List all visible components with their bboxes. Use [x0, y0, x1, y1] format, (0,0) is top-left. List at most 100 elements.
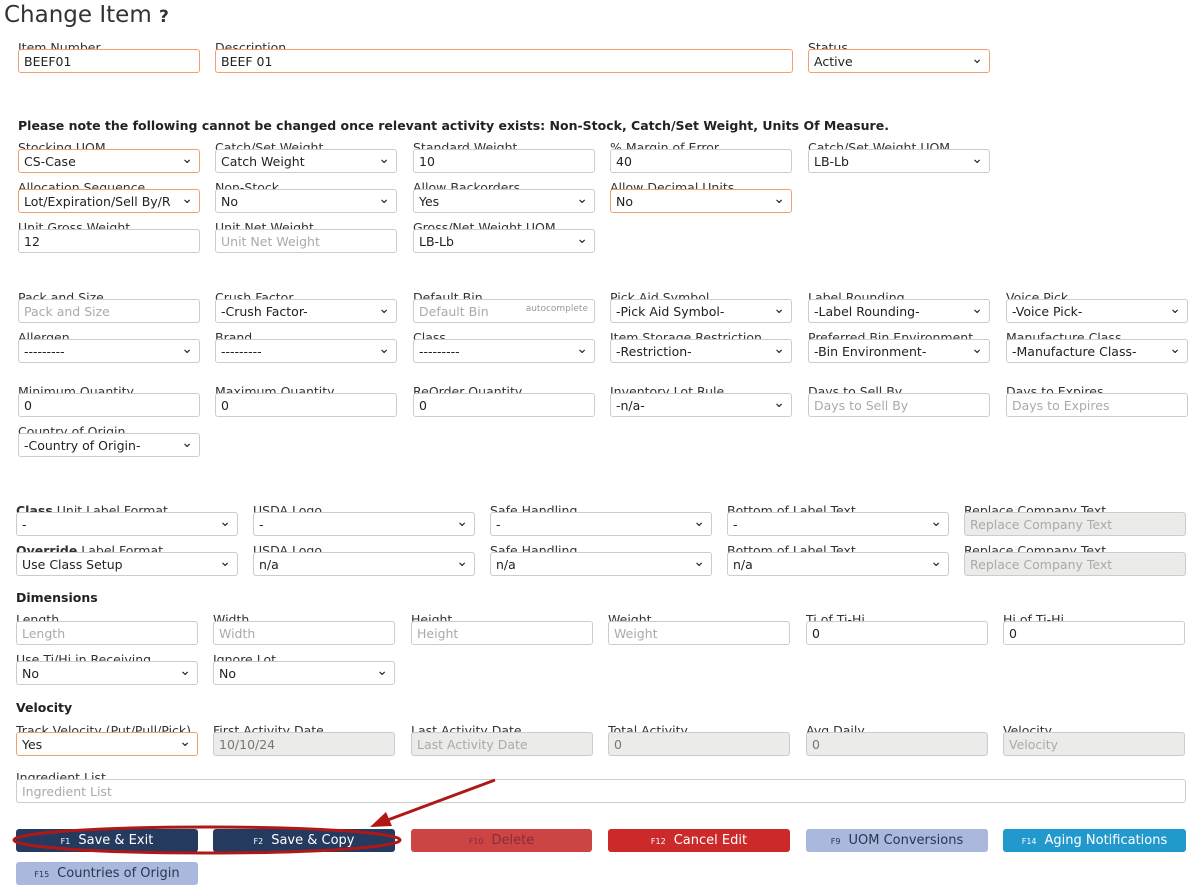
chevron-down-icon: ⌄	[456, 514, 468, 530]
chevron-down-icon: ⌄	[219, 554, 231, 570]
length-input[interactable]: Length	[16, 621, 198, 645]
voice-pick-select[interactable]: -Voice Pick- ⌄	[1006, 299, 1188, 323]
override-label-format-select[interactable]: Use Class Setup ⌄	[16, 552, 238, 576]
gross-net-weight-uom-select[interactable]: LB-Lb ⌄	[413, 229, 595, 253]
chevron-down-icon: ⌄	[773, 341, 785, 357]
class-unit-label-format-select[interactable]: - ⌄	[16, 512, 238, 536]
use-ti-hi-in-receiving-select[interactable]: No ⌄	[16, 661, 198, 685]
days-to-expires-input[interactable]: Days to Expires	[1006, 393, 1188, 417]
avg-daily-input: 0	[806, 732, 988, 756]
function-key-label: F9	[830, 837, 841, 846]
allergen-select[interactable]: --------- ⌄	[18, 339, 200, 363]
button-label: Save & Exit	[78, 833, 154, 848]
uom-conversions-button[interactable]: F9 UOM Conversions	[806, 829, 988, 852]
gross-net-weight-uom-value: LB-Lb	[419, 234, 454, 249]
days-to-sell-by-input[interactable]: Days to Sell By	[808, 393, 990, 417]
standard-weight-input[interactable]: 10	[413, 149, 595, 173]
label-rounding-value: -Label Rounding-	[814, 304, 920, 319]
catch-set-weight-value: Catch Weight	[221, 154, 305, 169]
minimum-quantity-input[interactable]: 0	[18, 393, 200, 417]
item-storage-restriction-select[interactable]: -Restriction- ⌄	[610, 339, 792, 363]
chevron-down-icon: ⌄	[773, 301, 785, 317]
ingredient-list-input[interactable]: Ingredient List	[16, 779, 1186, 803]
allow-decimal-units-select[interactable]: No ⌄	[610, 189, 792, 213]
country-of-origin-select[interactable]: -Country of Origin- ⌄	[18, 433, 200, 457]
bottom-of-label-text-value: n/a	[733, 557, 753, 572]
crush-factor-select[interactable]: -Crush Factor- ⌄	[215, 299, 397, 323]
safe-handling-value: -	[496, 517, 501, 532]
usda-logo-select[interactable]: - ⌄	[253, 512, 475, 536]
length-value: Length	[22, 626, 66, 641]
last-activity-date-input: Last Activity Date	[411, 732, 593, 756]
unit-gross-weight-input[interactable]: 12	[18, 229, 200, 253]
inventory-lot-rule-select[interactable]: -n/a- ⌄	[610, 393, 792, 417]
allocation-sequence-select[interactable]: Lot/Expiration/Sell By/R ⌄	[18, 189, 200, 213]
description-value: BEEF 01	[221, 54, 273, 69]
ti-of-ti-hi-input[interactable]: 0	[806, 621, 988, 645]
safe-handling-select[interactable]: n/a ⌄	[490, 552, 712, 576]
function-key-label: F1	[60, 837, 71, 846]
track-velocity-put-pull-pick-select[interactable]: Yes ⌄	[16, 732, 198, 756]
preferred-bin-environment-select[interactable]: -Bin Environment- ⌄	[808, 339, 990, 363]
chevron-down-icon: ⌄	[1169, 301, 1181, 317]
margin-of-error-input[interactable]: 40	[610, 149, 792, 173]
pack-and-size-value: Pack and Size	[24, 304, 110, 319]
autocomplete-hint: autocomplete	[525, 304, 588, 314]
weight-input[interactable]: Weight	[608, 621, 790, 645]
standard-weight-value: 10	[419, 154, 435, 169]
hi-of-ti-hi-input[interactable]: 0	[1003, 621, 1185, 645]
default-bin-input[interactable]: Default Bin autocomplete	[413, 299, 595, 323]
aging-notifications-button[interactable]: F14 Aging Notifications	[1003, 829, 1186, 852]
manufacture-class-select[interactable]: -Manufacture Class- ⌄	[1006, 339, 1188, 363]
voice-pick-value: -Voice Pick-	[1012, 304, 1083, 319]
button-label: Delete	[491, 833, 535, 848]
reorder-quantity-input[interactable]: 0	[413, 393, 595, 417]
item-number-input[interactable]: BEEF01	[18, 49, 200, 73]
help-icon[interactable]: ?	[159, 7, 169, 27]
label-rounding-select[interactable]: -Label Rounding- ⌄	[808, 299, 990, 323]
safe-handling-select[interactable]: - ⌄	[490, 512, 712, 536]
save-copy-button[interactable]: F2 Save & Copy	[213, 829, 395, 852]
unit-net-weight-input[interactable]: Unit Net Weight	[215, 229, 397, 253]
chevron-down-icon: ⌄	[576, 191, 588, 207]
pick-aid-symbol-value: -Pick Aid Symbol-	[616, 304, 725, 319]
catch-set-weight-uom-select[interactable]: LB-Lb ⌄	[808, 149, 990, 173]
class-select[interactable]: --------- ⌄	[413, 339, 595, 363]
weight-value: Weight	[614, 626, 658, 641]
function-key-label: F2	[253, 837, 264, 846]
cancel-edit-button[interactable]: F12 Cancel Edit	[608, 829, 790, 852]
ignore-lot-select[interactable]: No ⌄	[213, 661, 395, 685]
width-input[interactable]: Width	[213, 621, 395, 645]
allow-backorders-select[interactable]: Yes ⌄	[413, 189, 595, 213]
countries-of-origin-button[interactable]: F15 Countries of Origin	[16, 862, 198, 885]
function-key-label: F14	[1021, 837, 1037, 846]
description-input[interactable]: BEEF 01	[215, 49, 793, 73]
default-bin-value: Default Bin	[419, 304, 489, 319]
pick-aid-symbol-select[interactable]: -Pick Aid Symbol- ⌄	[610, 299, 792, 323]
catch-set-weight-select[interactable]: Catch Weight ⌄	[215, 149, 397, 173]
brand-select[interactable]: --------- ⌄	[215, 339, 397, 363]
save-exit-button[interactable]: F1 Save & Exit	[16, 829, 198, 852]
unit-net-weight-value: Unit Net Weight	[221, 234, 320, 249]
class-unit-label-format-value: -	[22, 517, 27, 532]
status-select[interactable]: Active ⌄	[808, 49, 990, 73]
stocking-uom-select[interactable]: CS-Case ⌄	[18, 149, 200, 173]
height-input[interactable]: Height	[411, 621, 593, 645]
non-stock-select[interactable]: No ⌄	[215, 189, 397, 213]
chevron-down-icon: ⌄	[219, 514, 231, 530]
bottom-of-label-text-select[interactable]: - ⌄	[727, 512, 949, 536]
chevron-down-icon: ⌄	[773, 191, 785, 207]
chevron-down-icon: ⌄	[179, 663, 191, 679]
item-number-value: BEEF01	[24, 54, 72, 69]
usda-logo-select[interactable]: n/a ⌄	[253, 552, 475, 576]
arrow-head-icon	[370, 812, 392, 827]
bottom-of-label-text-select[interactable]: n/a ⌄	[727, 552, 949, 576]
maximum-quantity-input[interactable]: 0	[215, 393, 397, 417]
delete-button[interactable]: F10 Delete	[411, 829, 592, 852]
replace-company-text-value: Replace Company Text	[970, 557, 1113, 572]
button-label: Aging Notifications	[1044, 833, 1168, 848]
days-to-sell-by-value: Days to Sell By	[814, 398, 909, 413]
pack-and-size-input[interactable]: Pack and Size	[18, 299, 200, 323]
velocity-input: Velocity	[1003, 732, 1185, 756]
function-key-label: F15	[34, 870, 50, 879]
